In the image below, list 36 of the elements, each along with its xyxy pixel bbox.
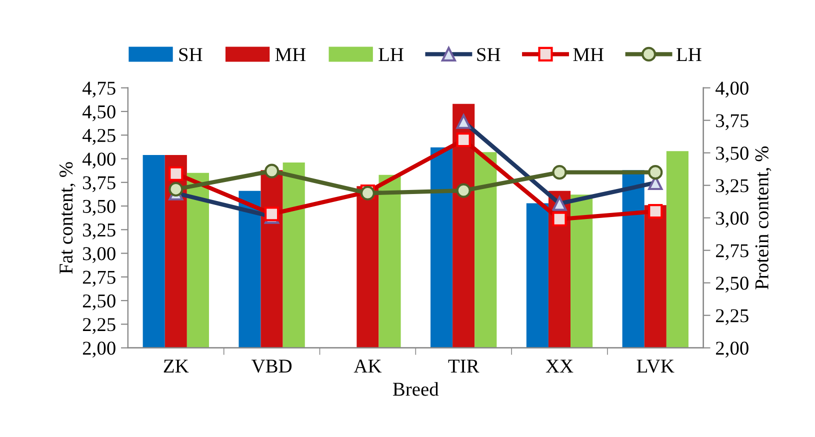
y2-tick-label: 2,75 — [716, 244, 748, 260]
y-tick-label: 2,75 — [82, 270, 116, 287]
legend-label: MH — [573, 48, 604, 61]
y-tick-label: 4,00 — [82, 152, 116, 168]
y2-tick-label: 3,75 — [716, 114, 748, 130]
legend-label: SH — [179, 48, 202, 62]
y-tick-label: 2,50 — [82, 294, 116, 310]
legend-label: LH — [378, 48, 404, 61]
y-tick-label: 4,25 — [82, 128, 116, 145]
y2-axis-title: Protein content, % — [755, 146, 772, 290]
y-tick-label: 3,75 — [83, 176, 116, 192]
legend-label: LH — [676, 48, 702, 61]
x-tick-label: AK — [354, 360, 382, 372]
y-tick-label: 2,00 — [82, 342, 116, 358]
x-tick-label: VBD — [251, 360, 292, 373]
y2-tick-label: 3,25 — [716, 179, 748, 196]
y2-tick-label: 3,50 — [716, 146, 748, 163]
y2-tick-label: 2,50 — [716, 276, 748, 293]
y2-tick-label: 2,25 — [716, 309, 748, 326]
y2-tick-label: 4,00 — [716, 82, 748, 98]
y-tick-label: 3,00 — [83, 247, 116, 264]
x-axis-title: Breed — [392, 382, 439, 396]
y-tick-label: 3,50 — [83, 200, 116, 216]
x-tick-label: ZK — [164, 360, 189, 372]
legend-label: MH — [275, 48, 306, 61]
y-tick-label: 2,25 — [82, 318, 116, 334]
x-tick-label: LVK — [636, 360, 674, 373]
x-tick-label: XX — [546, 360, 574, 372]
legend-label: SH — [477, 48, 500, 62]
y-tick-label: 4,75 — [82, 82, 116, 98]
y-axis-title: Fat content, % — [59, 162, 76, 274]
y-tick-label: 3,25 — [83, 224, 116, 240]
y2-tick-label: 3,00 — [716, 212, 748, 228]
x-tick-label: TIR — [448, 360, 480, 372]
y2-tick-label: 2,00 — [716, 342, 748, 358]
y-tick-label: 4,50 — [82, 105, 116, 122]
